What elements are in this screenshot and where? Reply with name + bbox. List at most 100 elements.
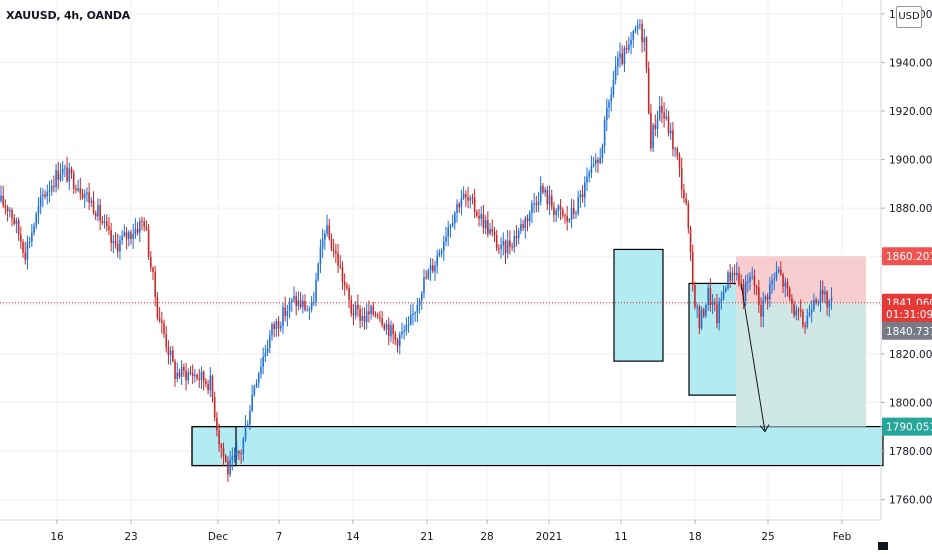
candle (310, 296, 313, 313)
candle (751, 266, 754, 280)
candle (143, 217, 145, 232)
candle (425, 270, 427, 280)
candle-body (348, 288, 350, 300)
candle (343, 273, 346, 296)
candle-body (799, 309, 802, 312)
candle-body (202, 371, 205, 382)
candle-body (495, 235, 498, 249)
candle-body (520, 224, 522, 231)
price-label-text: 1840.737 (886, 326, 932, 338)
candle-body (456, 204, 458, 213)
candle-body (667, 116, 670, 134)
time-tick-label: 14 (346, 531, 360, 543)
candle-body (275, 321, 278, 329)
candle-body (636, 25, 639, 29)
candle-body (297, 300, 300, 306)
time-axis[interactable]: 16 23 Dec 7 14 21 28 2021 11 18 25 Feb (0, 519, 888, 550)
candle (112, 234, 115, 254)
candle (634, 25, 637, 34)
time-tick-label: 23 (124, 531, 137, 543)
candle (476, 209, 478, 218)
candle (830, 287, 833, 310)
candle (26, 235, 29, 270)
candle-body (313, 301, 315, 303)
candle (174, 359, 176, 387)
time-tick-label: 28 (480, 531, 493, 543)
candle-body (174, 361, 176, 380)
candle-body (401, 331, 403, 335)
candle-body (125, 232, 128, 240)
candle-body (293, 296, 295, 300)
candle-body (484, 220, 487, 229)
candle-body (220, 444, 223, 448)
candle-body (262, 356, 264, 368)
candle (553, 201, 555, 223)
candle-body (79, 188, 82, 194)
candle (315, 272, 317, 307)
candle (191, 364, 194, 384)
candle (617, 51, 619, 76)
candle-body (824, 291, 826, 295)
candle-body (20, 234, 22, 242)
candle (647, 61, 650, 115)
candle (418, 298, 421, 314)
candle (764, 294, 767, 303)
candle (167, 340, 170, 365)
candle (39, 187, 42, 215)
candle-body (352, 313, 355, 316)
candle (31, 223, 33, 247)
candle (57, 162, 60, 190)
candle-body (431, 265, 434, 272)
candle-body (381, 318, 383, 325)
candle (531, 200, 533, 224)
time-tick-label: 7 (276, 531, 283, 543)
candle-body (683, 189, 685, 199)
candle-body (599, 157, 602, 163)
candle (392, 322, 394, 344)
candle-body (625, 48, 628, 50)
candle-body (233, 455, 236, 457)
candle-body (211, 375, 214, 398)
candle-body (138, 221, 141, 233)
candle-body (405, 325, 408, 331)
candle (277, 316, 280, 337)
candle (150, 251, 152, 272)
candle-body (674, 148, 676, 150)
candle (319, 239, 322, 274)
candle-body (447, 227, 450, 237)
candle-body (50, 185, 53, 191)
candle-body (517, 230, 520, 239)
candle (819, 280, 822, 313)
candle-body (222, 447, 225, 456)
candle (583, 176, 586, 208)
candle-body (31, 232, 33, 242)
candle (379, 311, 381, 323)
price-tick-label: 1900.000 (889, 155, 932, 167)
candle (337, 243, 339, 273)
candle-body (315, 279, 317, 302)
candle-body (489, 228, 491, 234)
candle (284, 296, 286, 322)
candle-body (438, 252, 441, 256)
candle-body (498, 248, 500, 250)
candle-body (663, 112, 665, 119)
candle (66, 156, 68, 183)
price-label-bg (882, 247, 932, 266)
candle (0, 185, 2, 203)
candle (357, 294, 359, 318)
candle (606, 98, 608, 132)
candle (130, 229, 132, 245)
candle (429, 257, 432, 282)
candle (198, 368, 201, 388)
currency-button[interactable]: USD (896, 6, 922, 28)
candle-body (691, 252, 694, 286)
candle (478, 208, 480, 227)
candle (566, 205, 568, 231)
candle-body (83, 194, 86, 198)
candle (383, 322, 386, 331)
candle (771, 274, 773, 294)
candle-body (304, 301, 306, 310)
candle (420, 291, 423, 310)
